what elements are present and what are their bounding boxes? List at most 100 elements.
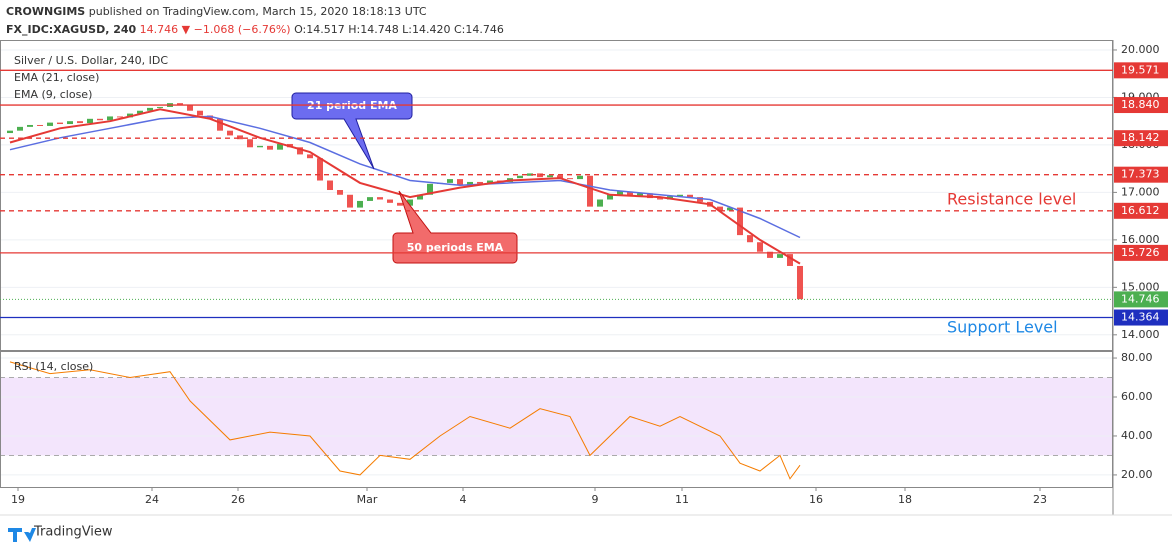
ema-line <box>9 115 801 239</box>
candle <box>617 191 623 195</box>
candle <box>307 154 313 159</box>
candle <box>487 180 493 184</box>
candle <box>67 121 73 125</box>
candle <box>737 207 743 236</box>
candle <box>87 118 93 124</box>
candle <box>217 118 223 131</box>
candle <box>267 145 273 150</box>
publisher: CROWNGIMS <box>6 5 85 18</box>
level-tag-label: 18.840 <box>1121 98 1160 111</box>
resistance-label: Resistance level <box>947 190 1076 209</box>
y-tick-label: 40.00 <box>1121 429 1153 442</box>
level-tag <box>1114 244 1168 261</box>
candle <box>337 190 343 195</box>
x-tick-label: 11 <box>675 493 689 506</box>
legend-ema21: EMA (21, close) <box>14 71 99 84</box>
y-tick-label: 20.000 <box>1121 43 1160 56</box>
y-tick-label: 15.000 <box>1121 280 1160 293</box>
candle <box>577 175 583 180</box>
candle <box>187 105 193 111</box>
x-tick-label: 18 <box>898 493 912 506</box>
candle <box>7 130 13 134</box>
callout-ema50-text: 50 periods EMA <box>407 241 504 254</box>
candle <box>687 194 693 198</box>
level-tag-label: 14.364 <box>1121 311 1160 324</box>
candle <box>257 145 263 148</box>
level-tag <box>1114 130 1168 147</box>
candle <box>427 183 433 195</box>
candle <box>637 193 643 197</box>
candle <box>407 199 413 206</box>
price-change: 14.746 ▼ −1.068 (−6.76%) <box>140 23 291 36</box>
candle <box>57 122 63 125</box>
callout-ema50 <box>392 190 518 264</box>
logo <box>8 528 36 542</box>
candle <box>357 200 363 208</box>
candle <box>777 254 783 258</box>
rsi-band <box>0 377 1113 456</box>
candle <box>747 235 753 243</box>
y-tick-label: 80.00 <box>1121 351 1153 364</box>
x-tick-label: 9 <box>592 493 599 506</box>
published-text: published on TradingView.com, March 15, … <box>89 5 427 18</box>
candle <box>767 251 773 258</box>
candle <box>297 147 303 155</box>
brand: TradingView <box>33 525 113 540</box>
candle <box>77 121 83 124</box>
level-tag-label: 18.142 <box>1121 131 1160 144</box>
candle <box>347 194 353 208</box>
candle <box>327 180 333 191</box>
level-tag <box>1114 62 1168 79</box>
header-line2: FX_IDC:XAGUSD, 240 14.746 ▼ −1.068 (−6.7… <box>6 23 504 36</box>
level-tag <box>1114 166 1168 183</box>
rsi-title: RSI (14, close) <box>14 360 93 373</box>
candle <box>527 173 533 176</box>
level-tag-label: 19.571 <box>1121 63 1160 76</box>
legend-ema9: EMA (9, close) <box>14 88 92 101</box>
candle <box>27 124 33 127</box>
x-tick-label: 19 <box>11 493 25 506</box>
level-tag-label: 14.746 <box>1121 292 1160 305</box>
x-tick-label: 26 <box>231 493 245 506</box>
level-tag-label: 17.373 <box>1121 168 1160 181</box>
rsi-line <box>9 361 801 480</box>
candle <box>177 103 183 106</box>
candle <box>717 206 723 211</box>
ohlc: O:14.517 H:14.748 L:14.420 C:14.746 <box>294 23 504 36</box>
candle <box>417 194 423 200</box>
candle <box>787 254 793 266</box>
candle <box>657 198 663 200</box>
level-tag-label: 16.612 <box>1121 204 1160 217</box>
price-title: Silver / U.S. Dollar, 240, IDC <box>14 54 168 67</box>
y-tick-label: 14.000 <box>1121 328 1160 341</box>
candle <box>37 124 43 126</box>
support-label: Support Level <box>947 318 1058 337</box>
candle <box>477 181 483 184</box>
candle <box>157 106 163 108</box>
candle <box>397 202 403 206</box>
candle <box>147 107 153 111</box>
ema-line <box>9 108 801 265</box>
x-tick-label: 23 <box>1033 493 1047 506</box>
candle <box>467 181 473 186</box>
candle <box>227 130 233 136</box>
candle <box>557 175 563 179</box>
candle <box>517 175 523 179</box>
candle <box>137 110 143 114</box>
candle <box>597 199 603 207</box>
candle <box>447 179 453 183</box>
candle <box>797 265 803 300</box>
x-tick-label: 24 <box>145 493 159 506</box>
x-tick-label: Mar <box>357 493 378 506</box>
y-tick-label: 17.000 <box>1121 185 1160 198</box>
callout-ema21 <box>291 92 413 170</box>
candle <box>757 242 763 252</box>
level-tag <box>1114 309 1168 326</box>
y-tick-label: 16.000 <box>1121 233 1160 246</box>
candle <box>247 139 253 148</box>
candle <box>607 194 613 200</box>
level-tag <box>1114 97 1168 114</box>
candle <box>627 191 633 197</box>
